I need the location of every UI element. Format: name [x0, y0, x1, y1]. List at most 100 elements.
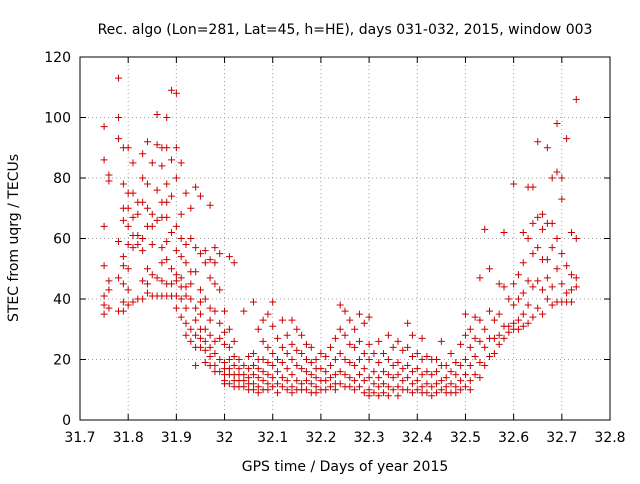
data-point [274, 389, 282, 397]
data-point [302, 377, 310, 385]
data-point [351, 377, 359, 385]
data-point [423, 352, 431, 360]
data-point [529, 313, 537, 321]
data-point [249, 298, 257, 306]
data-point [307, 343, 315, 351]
data-point [192, 304, 200, 312]
data-point [119, 307, 127, 315]
plot-frame [79, 56, 611, 421]
data-point [543, 274, 551, 282]
data-point [514, 325, 522, 333]
data-point [129, 159, 137, 167]
data-point [519, 322, 527, 330]
data-point [437, 377, 445, 385]
data-point [360, 319, 368, 327]
data-point [259, 368, 267, 376]
data-point [346, 359, 354, 367]
data-point [524, 235, 532, 242]
data-point [519, 310, 527, 318]
data-point [245, 352, 253, 360]
data-point [418, 383, 426, 391]
data-point [172, 277, 180, 285]
data-point [514, 271, 522, 279]
data-point [225, 325, 233, 333]
data-point [408, 368, 416, 376]
data-point [394, 337, 402, 345]
data-point [384, 383, 392, 391]
data-point [139, 277, 147, 285]
data-point [278, 316, 286, 324]
data-point [418, 371, 426, 379]
data-point [163, 256, 171, 264]
data-point [355, 371, 363, 379]
y-axis-label: STEC from uqrg / TECUs [6, 154, 22, 322]
data-point [351, 343, 359, 351]
data-point [384, 392, 392, 400]
data-point [201, 337, 209, 345]
data-point [216, 286, 224, 294]
data-point [312, 356, 320, 363]
data-point [230, 362, 238, 370]
data-point [206, 256, 214, 264]
data-point [341, 356, 349, 363]
data-point [302, 386, 310, 394]
data-point [115, 135, 123, 143]
data-point [249, 386, 257, 394]
data-point [168, 228, 176, 236]
data-point [211, 280, 219, 288]
data-point [543, 295, 551, 303]
data-point [293, 377, 301, 385]
data-point [153, 216, 161, 224]
data-point [331, 334, 339, 342]
data-point [153, 141, 161, 149]
data-point [433, 380, 441, 388]
data-point [196, 192, 204, 200]
data-point [143, 280, 151, 288]
data-point [394, 392, 402, 400]
data-point [264, 380, 272, 388]
data-point [408, 389, 416, 397]
data-point [235, 365, 243, 373]
data-point [293, 325, 301, 333]
data-point [206, 316, 214, 324]
data-point [452, 371, 460, 379]
data-point [519, 259, 527, 267]
x-tick-label: 32.4 [402, 430, 433, 446]
data-point [553, 120, 561, 128]
data-point [476, 316, 484, 324]
data-point [298, 365, 306, 373]
data-markers [100, 74, 580, 400]
data-point [461, 356, 469, 363]
data-point [461, 310, 469, 318]
data-point [471, 313, 479, 321]
data-point [433, 389, 441, 397]
data-point [466, 362, 474, 370]
data-point [254, 389, 262, 397]
data-point [524, 319, 532, 327]
data-point [327, 383, 335, 391]
data-point [119, 216, 127, 224]
data-point [225, 380, 233, 388]
y-tick-label: 120 [44, 50, 71, 66]
data-point [495, 310, 503, 318]
data-point [230, 352, 238, 360]
data-point [505, 322, 513, 330]
data-point [168, 265, 176, 273]
data-point [115, 274, 123, 282]
data-point [249, 371, 257, 379]
data-point [370, 380, 378, 388]
data-point [553, 235, 561, 242]
data-point [216, 356, 224, 363]
data-point [100, 310, 108, 318]
data-point [423, 389, 431, 397]
data-point [519, 289, 527, 297]
data-point [187, 204, 195, 212]
data-point [177, 253, 185, 261]
data-point [331, 386, 339, 394]
data-point [153, 186, 161, 194]
data-point [211, 259, 219, 267]
x-axis-label: GPS time / Days of year 2015 [242, 459, 449, 475]
data-point [269, 362, 277, 370]
data-point [543, 144, 551, 152]
